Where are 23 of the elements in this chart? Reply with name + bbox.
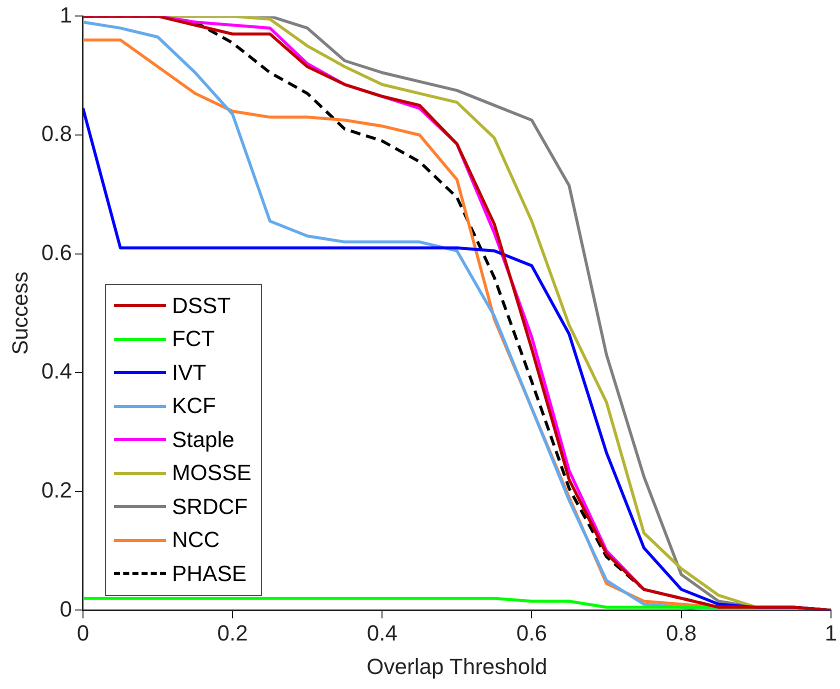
x-tick-label: 0.8	[666, 620, 697, 646]
y-axis-title: Success	[7, 272, 32, 355]
x-tick-label: 1	[824, 620, 838, 646]
legend-label: Staple	[172, 426, 234, 453]
y-tick-label: 0.4	[41, 358, 72, 384]
y-tick-label: 1	[60, 2, 72, 28]
y-tick-label: 0.2	[41, 477, 72, 502]
x-axis-title: Overlap Threshold	[366, 654, 548, 679]
legend-label: PHASE	[172, 560, 247, 587]
legend-label: MOSSE	[172, 460, 252, 486]
x-tick-label: 0.2	[217, 620, 248, 646]
x-tick-label: 0	[76, 620, 90, 646]
legend-label: SRDCF	[172, 494, 248, 520]
x-tick-label: 0.6	[516, 620, 548, 646]
legend-label: DSST	[172, 292, 231, 319]
x-tick-label: 0.4	[366, 620, 398, 646]
y-tick-label: 0	[60, 596, 72, 622]
y-tick-label: 0.8	[41, 121, 72, 146]
legend-label: IVT	[172, 360, 206, 386]
legend-label: NCC	[172, 527, 220, 554]
legend-label: FCT	[172, 326, 215, 352]
legend-label: KCF	[172, 393, 216, 420]
y-tick-label: 0.6	[41, 240, 72, 265]
